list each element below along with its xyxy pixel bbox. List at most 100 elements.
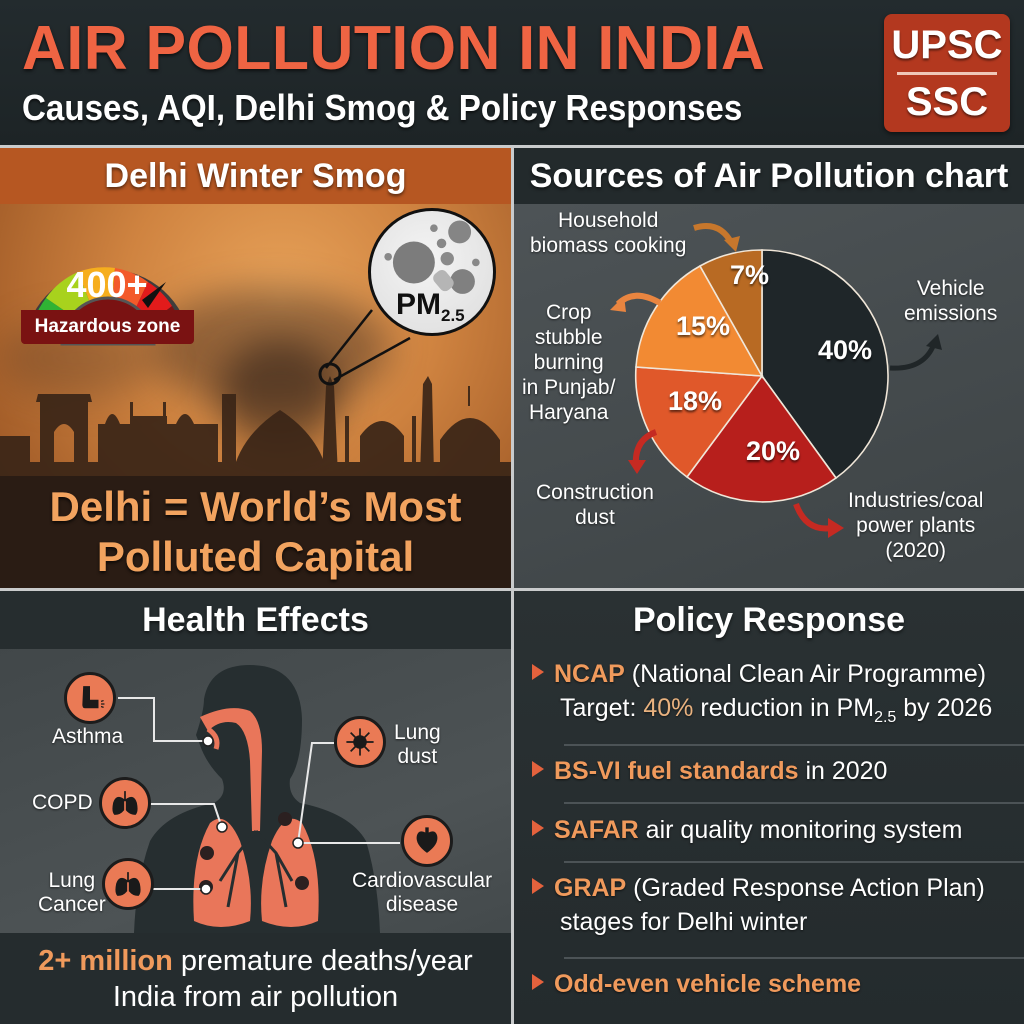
human-respiratory-silhouette — [118, 665, 400, 933]
pie-label-industry-l3: (2020) — [885, 539, 947, 562]
pie-label-household-l2: biomass cooking — [530, 234, 687, 257]
pie-pct-industry: 20% — [746, 436, 801, 466]
bullet-arrow-icon — [532, 974, 544, 990]
badge-divider — [897, 71, 997, 75]
page-title: AIR POLLUTION IN INDIA — [22, 14, 766, 83]
pie-label-vehicle-l2: emissions — [904, 302, 998, 325]
policy-grap-line2: stages for Delhi winter — [560, 908, 808, 936]
target-label: Target: — [560, 694, 644, 722]
pie-label-crop-l2: stubble — [534, 326, 603, 349]
pie-label-construction-l1: Construction — [536, 481, 654, 504]
health-label-cardiovascular: Cardiovascular disease — [352, 869, 492, 917]
health-panel-title: Health Effects — [0, 591, 511, 649]
delhi-smog-panel: Delhi Winter Smog — [0, 148, 511, 588]
bullet-arrow-icon — [532, 878, 544, 894]
health-label-lung-cancer-l1: Lung — [48, 869, 96, 892]
mortality-line1-rest: premature deaths/year — [172, 944, 473, 977]
virus-particle-icon — [334, 716, 386, 768]
health-label-lung-cancer-l2: Cancer — [38, 893, 106, 916]
pie-pct-household: 7% — [730, 260, 770, 290]
badge-upsc: UPSC — [891, 22, 1003, 67]
divider — [564, 802, 1024, 804]
policy-response-panel: Policy Response NCAP (National Clean Air… — [514, 591, 1024, 1024]
pie-label-crop-l4: in Punjab/ — [522, 376, 616, 399]
health-label-copd: COPD — [32, 791, 93, 814]
aqi-zone-label: Hazardous zone — [21, 310, 194, 344]
health-effects-panel: Health Effects — [0, 591, 511, 1024]
delhi-banner-line1: Delhi = World’s Most — [49, 483, 462, 530]
aqi-value: 400+ — [66, 264, 148, 305]
pie-label-industry: Industries/coal power plants (2020) — [848, 488, 983, 563]
pollution-sources-panel: Sources of Air Pollution chart 40% 20% 1… — [514, 148, 1024, 588]
lungs-icon — [102, 858, 154, 910]
target-percent: 40% — [643, 694, 694, 722]
bullet-arrow-icon — [532, 664, 544, 680]
pie-label-vehicle-l1: Vehicle — [916, 277, 985, 300]
policy-keyword: Odd-even vehicle scheme — [554, 970, 862, 998]
policy-keyword: GRAP — [554, 874, 627, 902]
policy-item-safar: SAFAR air quality monitoring system — [532, 813, 1012, 847]
mortality-stat: 2+ million premature deaths/year India f… — [0, 933, 511, 1024]
target-text: reduction in PM — [693, 694, 875, 722]
divider — [564, 744, 1024, 746]
pie-label-crop-l5: Haryana — [529, 401, 609, 424]
pm-subscript: 2.5 — [441, 306, 465, 325]
delhi-banner: Delhi = World’s Most Polluted Capital — [0, 476, 511, 588]
bullet-arrow-icon — [532, 820, 544, 836]
policy-text: (Graded Response Action Plan) — [626, 874, 985, 902]
grid-divider-vertical — [511, 145, 514, 1024]
pie-pct-construction: 18% — [668, 386, 723, 416]
policy-item-bsvi: BS-VI fuel standards in 2020 — [532, 754, 1012, 788]
health-label-asthma: Asthma — [52, 725, 124, 748]
target-year: by 2026 — [896, 694, 993, 722]
pm-text: PM — [396, 288, 441, 321]
header: AIR POLLUTION IN INDIA Causes, AQI, Delh… — [0, 0, 1024, 145]
divider — [564, 957, 1024, 959]
lungs-icon — [99, 777, 151, 829]
pie-label-industry-l2: power plants — [856, 514, 976, 537]
policy-keyword: NCAP — [554, 660, 625, 688]
pie-pct-vehicle: 40% — [818, 335, 873, 365]
pie-label-crop-l3: burning — [533, 351, 604, 374]
delhi-banner-line2: Polluted Capital — [96, 533, 415, 580]
health-label-cardio-l1: Cardiovascular — [352, 869, 493, 892]
pollution-pie-chart — [610, 223, 942, 538]
inhaler-icon — [64, 672, 116, 724]
pm-subscript: 2.5 — [874, 709, 897, 726]
policy-item-grap: GRAP (Graded Response Action Plan) stage… — [532, 871, 1012, 939]
page-subtitle: Causes, AQI, Delhi Smog & Policy Respons… — [22, 87, 743, 128]
pie-pct-crop: 15% — [676, 311, 731, 341]
pie-label-household-l1: Household — [558, 209, 659, 232]
delhi-skyline — [0, 376, 511, 480]
health-label-lung-dust-l1: Lung — [394, 721, 441, 744]
mortality-line1: 2+ million premature deaths/year — [38, 943, 472, 979]
pie-label-vehicle: Vehicle emissions — [904, 276, 997, 326]
pie-panel-title: Sources of Air Pollution chart — [514, 148, 1024, 204]
badge-ssc: SSC — [905, 79, 989, 124]
policy-keyword: BS-VI fuel standards — [554, 757, 799, 785]
policy-keyword: SAFAR — [554, 816, 639, 844]
pie-label-household: Household biomass cooking — [530, 208, 686, 258]
policy-text: in 2020 — [798, 757, 888, 785]
pm25-label: PM2.5 — [396, 288, 465, 326]
mortality-highlight: 2+ million — [38, 944, 173, 977]
pie-label-construction: Construction dust — [536, 480, 654, 530]
policy-item-odd-even: Odd-even vehicle scheme — [532, 967, 1012, 1001]
policy-text: air quality monitoring system — [638, 816, 963, 844]
exam-badge: UPSC SSC — [884, 14, 1010, 132]
health-label-lung-dust: Lung dust — [394, 721, 441, 769]
pm25-particles-icon — [368, 208, 496, 336]
heart-icon — [401, 815, 453, 867]
pie-label-crop: Crop stubble burning in Punjab/ Haryana — [522, 300, 615, 425]
delhi-panel-title: Delhi Winter Smog — [0, 148, 511, 204]
health-label-cardio-l2: disease — [385, 893, 459, 916]
pie-label-industry-l1: Industries/coal — [848, 489, 984, 512]
health-label-lung-cancer: Lung Cancer — [38, 869, 106, 917]
magnifier-pointer — [318, 309, 411, 386]
policy-ncap-target: Target: 40% reduction in PM2.5 by 2026 — [532, 691, 1012, 735]
pie-label-construction-l2: dust — [575, 506, 615, 529]
mortality-line2: India from air pollution — [112, 980, 399, 1013]
divider — [564, 861, 1024, 863]
policy-panel-title: Policy Response — [632, 600, 906, 639]
policy-item-ncap: NCAP (National Clean Air Programme) Targ… — [532, 657, 1012, 735]
